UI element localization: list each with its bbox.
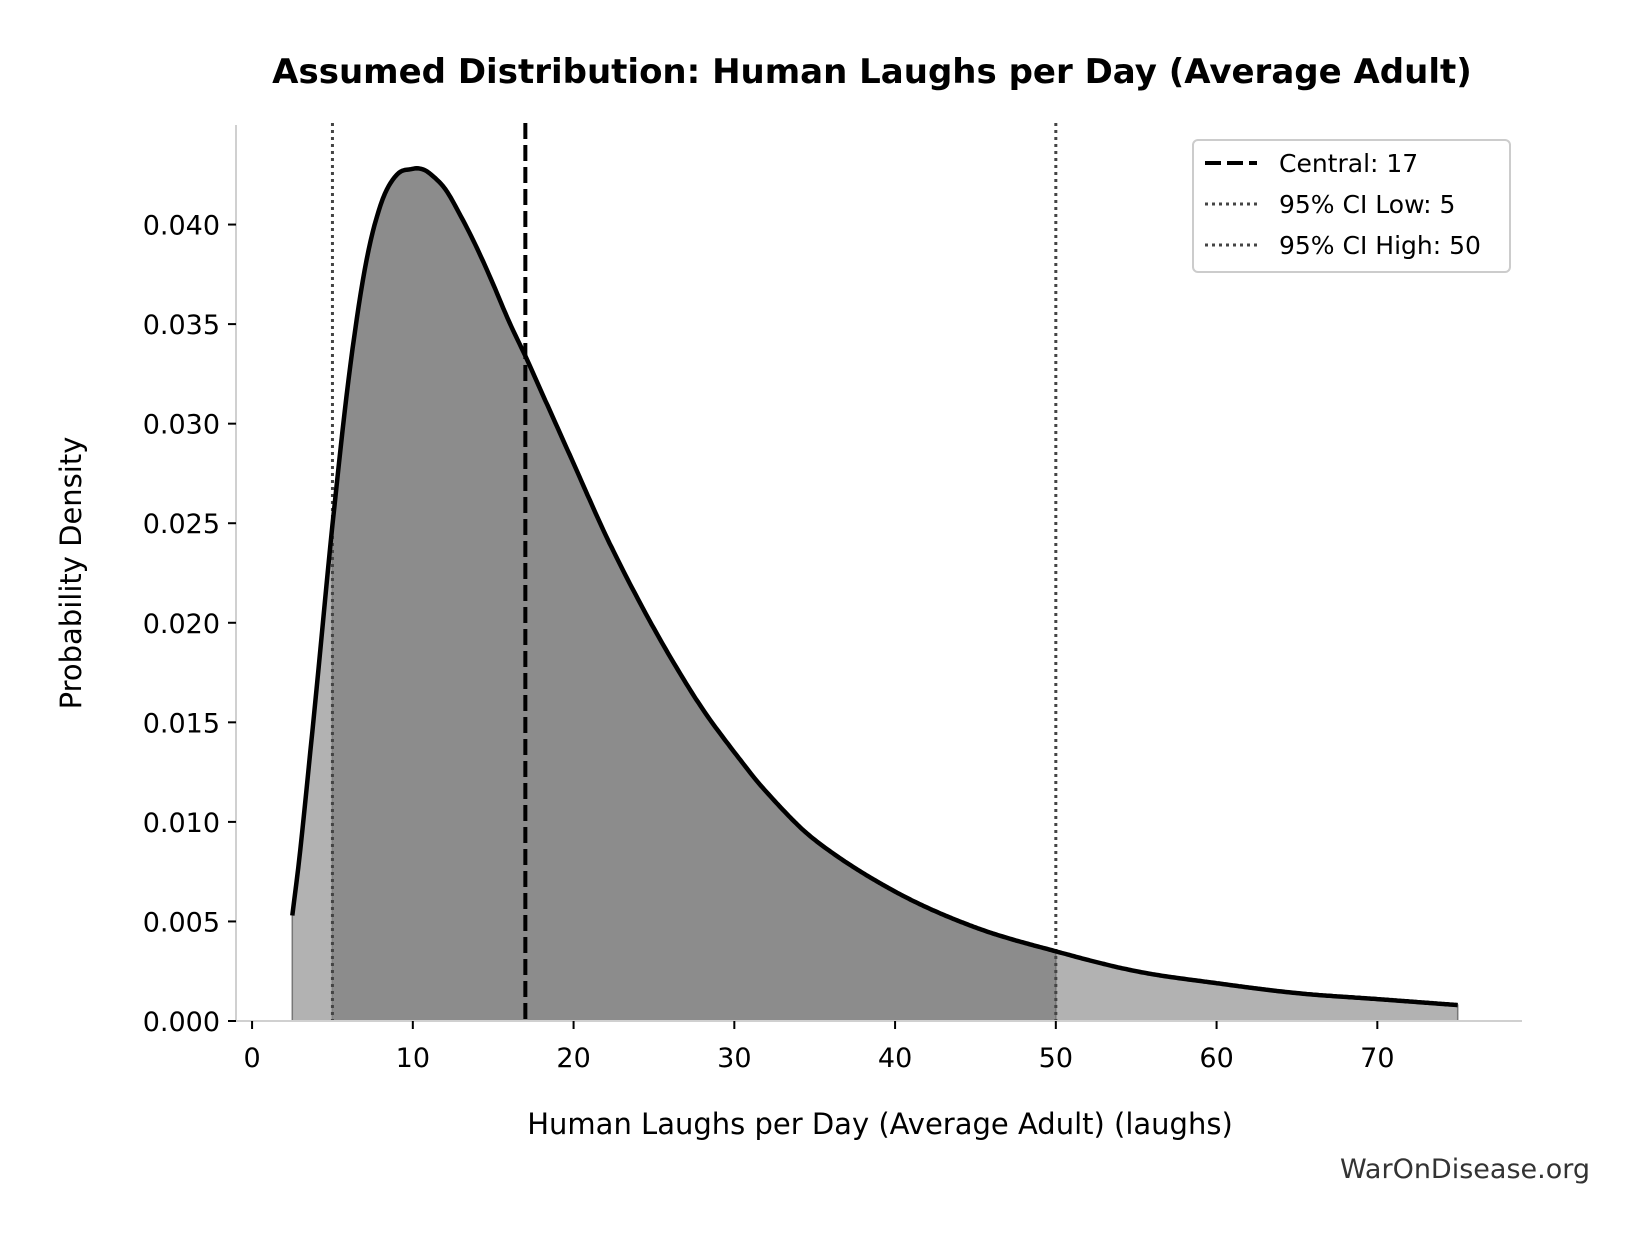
y-tick-label: 0.010 [143,808,220,839]
curve-layer [290,166,1458,1008]
x-tick-label: 40 [878,1043,912,1074]
y-tick-label: 0.000 [143,1007,220,1038]
x-tick-label: 50 [1039,1043,1073,1074]
area-tail-right [1055,950,1459,1022]
y-tick-label: 0.030 [143,410,220,441]
y-tick-label: 0.025 [143,509,220,540]
y-axis-label: Probability Density [54,437,88,710]
y-tick-label: 0.005 [143,907,220,938]
legend: Central: 17 95% CI Low: 5 95% CI High: 5… [1192,139,1511,273]
x-axis-ticks: 0 10 20 30 40 50 60 70 [243,1021,1395,1074]
y-tick-label: 0.020 [143,609,220,640]
x-tick-label: 10 [396,1043,430,1074]
x-tick-label: 60 [1199,1043,1233,1074]
x-axis-label: Human Laughs per Day (Average Adult) (la… [527,1107,1233,1141]
legend-ci-low-label: 95% CI Low: 5 [1279,190,1455,219]
x-tick-label: 30 [717,1043,751,1074]
watermark: WarOnDisease.org [1340,1154,1590,1185]
x-tick-label: 70 [1360,1043,1394,1074]
x-tick-label: 20 [556,1043,590,1074]
area-fill-layer [291,168,1459,1022]
chart-title: Assumed Distribution: Human Laughs per D… [272,52,1472,92]
y-tick-label: 0.035 [143,310,220,341]
y-tick-label: 0.040 [143,211,220,242]
x-tick-label: 0 [243,1043,260,1074]
legend-ci-high-label: 95% CI High: 50 [1279,231,1481,260]
y-axis-ticks: 0.000 0.005 0.010 0.015 0.020 0.025 0.030 0.035… [143,211,236,1038]
density-curve [290,166,1458,1008]
legend-central-label: Central: 17 [1279,149,1418,178]
y-tick-label: 0.015 [143,708,220,739]
area-ci-fill [332,168,1056,1022]
reference-line-layer [330,123,1058,1021]
legend-box [1192,139,1511,273]
